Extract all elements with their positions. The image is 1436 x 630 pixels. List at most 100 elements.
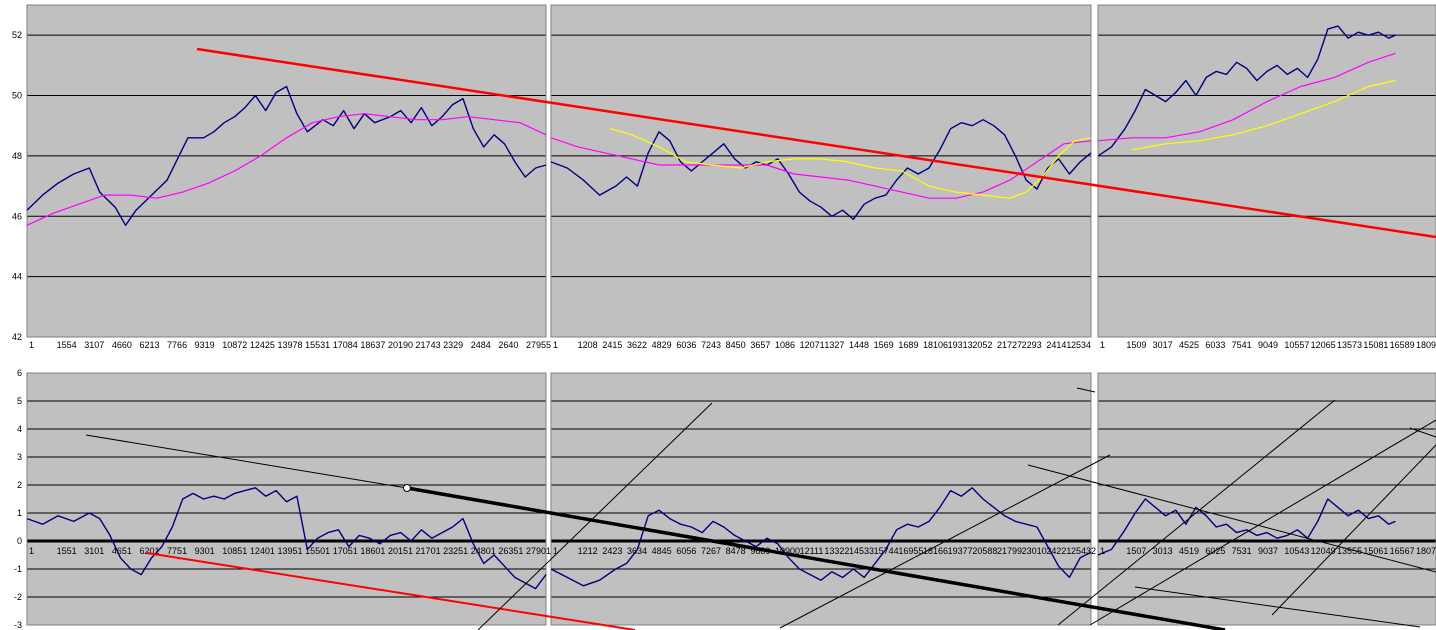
plot-area <box>27 373 546 625</box>
x-tick-label: 23251 <box>443 546 468 556</box>
x-tick-label: 2423 <box>602 546 622 556</box>
y-tick-label: 2 <box>17 480 22 490</box>
y-tick-label: 1 <box>17 508 22 518</box>
panel-frame <box>550 4 1092 338</box>
x-tick-label: 6036 <box>676 340 696 350</box>
x-tick-label: 14533 <box>849 546 874 556</box>
x-tick-label: 27955 <box>526 340 551 350</box>
x-tick-label: 1 <box>553 546 558 556</box>
x-tick-label: 3107 <box>84 340 104 350</box>
x-tick-label: 26351 <box>498 546 523 556</box>
plot-area <box>551 373 1091 625</box>
x-tick-label: 12425 <box>250 340 275 350</box>
x-tick-label: 1 <box>1100 340 1105 350</box>
x-tick-label: 17084 <box>333 340 358 350</box>
panel-1-0: 1 1551 3101 4651 6201 7751 9301 10851 12401 13951… <box>26 372 551 626</box>
x-tick-label: 16589 <box>1390 340 1415 350</box>
x-tick-label: 2534 <box>1071 340 1091 350</box>
x-tick-label: 10851 <box>222 546 247 556</box>
x-tick-label: 13978 <box>278 340 303 350</box>
panel-0-1: 1 1208 2415 3622 4829 6036 7243 8450 3657 1086 120… <box>550 4 1092 350</box>
x-tick-label: 21743 <box>416 340 441 350</box>
x-tick-label: 2415 <box>602 340 622 350</box>
x-tick-label: 4651 <box>112 546 132 556</box>
panel-frame <box>1097 4 1436 338</box>
y-tick-label: -3 <box>14 620 22 630</box>
x-tick-label: 7267 <box>701 546 721 556</box>
line-anchor-handle <box>403 484 411 492</box>
x-tick-label: 6056 <box>676 546 696 556</box>
x-tick-label: 2484 <box>471 340 491 350</box>
x-tick-label: 18073 <box>1416 546 1436 556</box>
x-tick-label: 3101 <box>84 546 104 556</box>
x-tick-label: 27901 <box>526 546 551 556</box>
x-tick-label: 16955 <box>898 546 923 556</box>
panel-frame <box>26 4 547 338</box>
x-tick-label: 2052 <box>972 340 992 350</box>
x-tick-label: 18097 <box>1416 340 1436 350</box>
x-tick-label: 12049 <box>1311 546 1336 556</box>
plot-area <box>1098 5 1436 337</box>
x-tick-label: 18166 <box>923 546 948 556</box>
x-tick-label: 23010 <box>1022 546 1047 556</box>
x-tick-label: 12111 <box>800 546 824 556</box>
x-tick-label: 25432 <box>1071 546 1096 556</box>
x-tick-label: 3017 <box>1153 340 1173 350</box>
drawn-line <box>1271 444 1436 616</box>
plot-area <box>1098 373 1436 625</box>
drawn-line <box>1089 419 1436 626</box>
panel-frame <box>26 372 547 626</box>
x-tick-label: 9037 <box>1258 546 1278 556</box>
x-tick-label: 3622 <box>627 340 647 350</box>
y-tick-label: 50 <box>12 91 22 101</box>
x-tick-label: 21727 <box>997 340 1022 350</box>
x-tick-label: 1 <box>1100 546 1105 556</box>
y-tick-label: 0 <box>17 536 22 546</box>
x-tick-label: 12065 <box>1311 340 1336 350</box>
series-price <box>1097 25 1396 157</box>
x-tick-label: 7531 <box>1232 546 1252 556</box>
panel-0-2: 1 1509 3017 4525 6033 7541 9049 10557 12065 13573… <box>1097 4 1436 350</box>
x-tick-label: 21701 <box>416 546 441 556</box>
chart-0: 42 44 46 48 50 52 1 1554 3107 4660 6213 7766 9319 108… <box>12 4 1436 350</box>
y-tick-label: 44 <box>12 272 22 282</box>
x-tick-label: 4525 <box>1179 340 1199 350</box>
x-tick-label: 12401 <box>250 546 275 556</box>
x-tick-label: 1212 <box>578 546 598 556</box>
x-tick-label: 10872 <box>222 340 247 350</box>
x-tick-label: 7751 <box>167 546 187 556</box>
x-tick-label: 8478 <box>726 546 746 556</box>
x-tick-label: 6213 <box>139 340 159 350</box>
x-tick-label: 12071 <box>800 340 825 350</box>
x-tick-label: 19313 <box>948 340 973 350</box>
x-tick-label: 24801 <box>471 546 496 556</box>
x-tick-label: 2329 <box>443 340 463 350</box>
x-tick-label: 18637 <box>360 340 385 350</box>
x-tick-label: 1448 <box>849 340 869 350</box>
x-tick-label: 18601 <box>360 546 385 556</box>
panel-frame <box>550 372 1092 626</box>
drawn-line <box>85 434 408 489</box>
panel-1-2: 1150730134519602575319037105431204913555… <box>1097 372 1436 626</box>
x-tick-label: 15531 <box>305 340 330 350</box>
x-tick-label: 20190 <box>388 340 413 350</box>
x-tick-label: 19377 <box>948 546 973 556</box>
y-tick-label: 5 <box>17 396 22 406</box>
plot-area <box>551 5 1091 337</box>
x-tick-label: 24221 <box>1046 546 1071 556</box>
y-tick-label: 46 <box>12 211 22 221</box>
x-tick-label: 21799 <box>997 546 1022 556</box>
x-tick-label: 1327 <box>824 340 844 350</box>
x-tick-label: 10900 <box>775 546 800 556</box>
series-price <box>1097 498 1396 556</box>
x-tick-label: 1507 <box>1126 546 1146 556</box>
x-tick-label: 7243 <box>701 340 721 350</box>
x-tick-label: 4829 <box>652 340 672 350</box>
x-tick-label: 1689 <box>898 340 918 350</box>
x-tick-label: 1 <box>29 340 34 350</box>
series-ma_magenta <box>1097 52 1396 142</box>
x-tick-label: 3013 <box>1153 546 1173 556</box>
x-tick-label: 2293 <box>1022 340 1042 350</box>
